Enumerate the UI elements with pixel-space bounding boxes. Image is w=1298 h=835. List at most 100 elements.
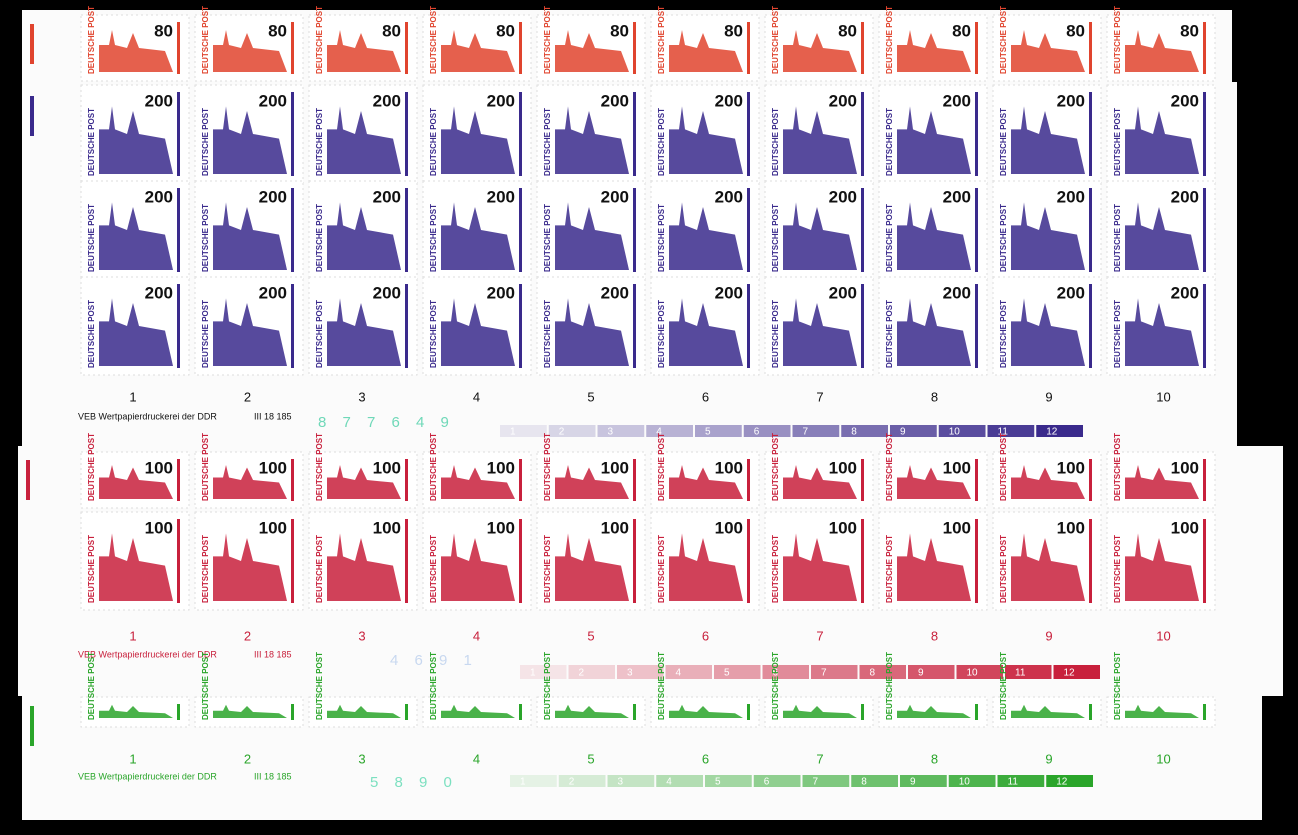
plate-number: III 18 185	[254, 649, 292, 659]
stamp-picture	[327, 106, 401, 174]
color-bar-segment	[548, 425, 596, 437]
stamp-frame-line	[291, 704, 294, 720]
stamp: DEUTSCHE POST 100	[992, 433, 1102, 509]
stamp-frame-line	[405, 22, 408, 74]
stamp-picture	[1011, 533, 1085, 601]
stamp-picture	[327, 298, 401, 366]
color-bar-number: 10	[967, 668, 979, 679]
stamp-value: 100	[373, 518, 401, 537]
stamp-picture	[327, 465, 401, 499]
stamp: DEUTSCHE POST 100	[80, 511, 190, 611]
stamp-frame-line	[405, 704, 408, 720]
stamp-value: 80	[496, 21, 515, 40]
stamp-country: DEUTSCHE POST	[999, 108, 1008, 176]
stamp-picture	[555, 704, 629, 718]
stamp-frame-line	[177, 92, 180, 176]
stamp-value: 200	[259, 283, 287, 302]
color-bar-segment	[510, 775, 557, 787]
stamp: DEUTSCHE POST 200	[80, 180, 190, 280]
stamp-value: 200	[373, 187, 401, 206]
stamp: DEUTSCHE POST 200	[1106, 84, 1216, 184]
stamp-value: 80	[952, 21, 971, 40]
color-bar-number: 4	[666, 777, 672, 788]
stamp-picture	[99, 465, 173, 499]
color-bar-segment	[841, 425, 888, 437]
stamp-country: DEUTSCHE POST	[999, 300, 1008, 368]
stamp-frame-line	[861, 22, 864, 74]
stamp: DEUTSCHE POST 200	[650, 84, 760, 184]
color-bar-number: 12	[1064, 668, 1076, 679]
stamp-frame-line	[975, 284, 978, 368]
stamp-value: 200	[943, 187, 971, 206]
color-bar-segment	[997, 775, 1045, 787]
color-bar-segment	[558, 775, 606, 787]
color-bar-segment	[1053, 665, 1100, 679]
stamp-value: 200	[487, 283, 515, 302]
stamp-picture	[213, 465, 287, 499]
stamp-value: 100	[1171, 458, 1199, 477]
stamp: DEUTSCHE POST 200	[992, 84, 1102, 184]
stamp: DEUTSCHE POST 80	[194, 6, 304, 82]
stamp-country: DEUTSCHE POST	[771, 204, 780, 272]
stamp-frame-line	[747, 22, 750, 74]
stamp-country: DEUTSCHE POST	[87, 6, 96, 74]
stamp: DEUTSCHE POST 100	[992, 511, 1102, 611]
stamp: DEUTSCHE POST	[80, 652, 190, 728]
column-number: 6	[702, 628, 709, 643]
color-bar-segment	[956, 665, 1003, 679]
stamp: DEUTSCHE POST 200	[422, 276, 532, 376]
color-bar-segment	[948, 775, 996, 787]
column-number: 1	[129, 389, 136, 404]
stamp-picture	[897, 298, 971, 366]
stamp: DEUTSCHE POST 200	[80, 276, 190, 376]
stamp-picture	[99, 106, 173, 174]
stamp-country: DEUTSCHE POST	[201, 535, 210, 603]
stamp-frame-line	[1203, 519, 1206, 603]
stamp-value: 200	[373, 283, 401, 302]
stamp-picture	[669, 202, 743, 270]
stamp-value: 100	[1171, 518, 1199, 537]
stamp-country: DEUTSCHE POST	[543, 204, 552, 272]
column-number: 8	[931, 389, 938, 404]
stamp-value: 200	[259, 91, 287, 110]
stamp: DEUTSCHE POST	[422, 652, 532, 728]
color-bar-segment	[987, 425, 1035, 437]
column-number: 9	[1045, 389, 1052, 404]
column-number: 5	[587, 628, 594, 643]
stamp-country: DEUTSCHE POST	[885, 535, 894, 603]
stamp-frame-line	[975, 92, 978, 176]
column-number: 3	[358, 389, 365, 404]
stamp-value: 100	[1057, 458, 1085, 477]
color-bar-segment	[762, 665, 809, 679]
stamp: DEUTSCHE POST 200	[650, 180, 760, 280]
stamp-picture	[669, 106, 743, 174]
stamp-country: DEUTSCHE POST	[1113, 108, 1122, 176]
stamp-frame-line	[1203, 22, 1206, 74]
stamp-country: DEUTSCHE POST	[999, 535, 1008, 603]
color-bar-number: 3	[608, 427, 614, 438]
stamp-picture	[783, 30, 857, 72]
stamp: DEUTSCHE POST 200	[80, 84, 190, 184]
sheet-margin-mark	[30, 24, 34, 64]
stamp-value: 200	[1171, 187, 1199, 206]
stamp-country: DEUTSCHE POST	[885, 6, 894, 74]
color-bar-number: 7	[821, 668, 827, 679]
color-bar-segment	[665, 665, 712, 679]
color-bar-segment	[1036, 425, 1083, 437]
column-number: 8	[931, 751, 938, 766]
stamp-frame-line	[633, 519, 636, 603]
column-number: 10	[1156, 389, 1170, 404]
color-bar-segment	[859, 665, 906, 679]
stamp: DEUTSCHE POST 200	[878, 180, 988, 280]
stamp-picture	[783, 465, 857, 499]
stamp-value: 100	[829, 458, 857, 477]
stamp-frame-line	[177, 22, 180, 74]
stamp-frame-line	[861, 459, 864, 501]
stamp-country: DEUTSCHE POST	[657, 300, 666, 368]
stamp-frame-line	[519, 459, 522, 501]
stamp: DEUTSCHE POST	[536, 652, 646, 728]
color-bar-number: 4	[676, 668, 682, 679]
stamp-picture	[555, 465, 629, 499]
stamp-country: DEUTSCHE POST	[543, 300, 552, 368]
stamp-frame-line	[747, 519, 750, 603]
